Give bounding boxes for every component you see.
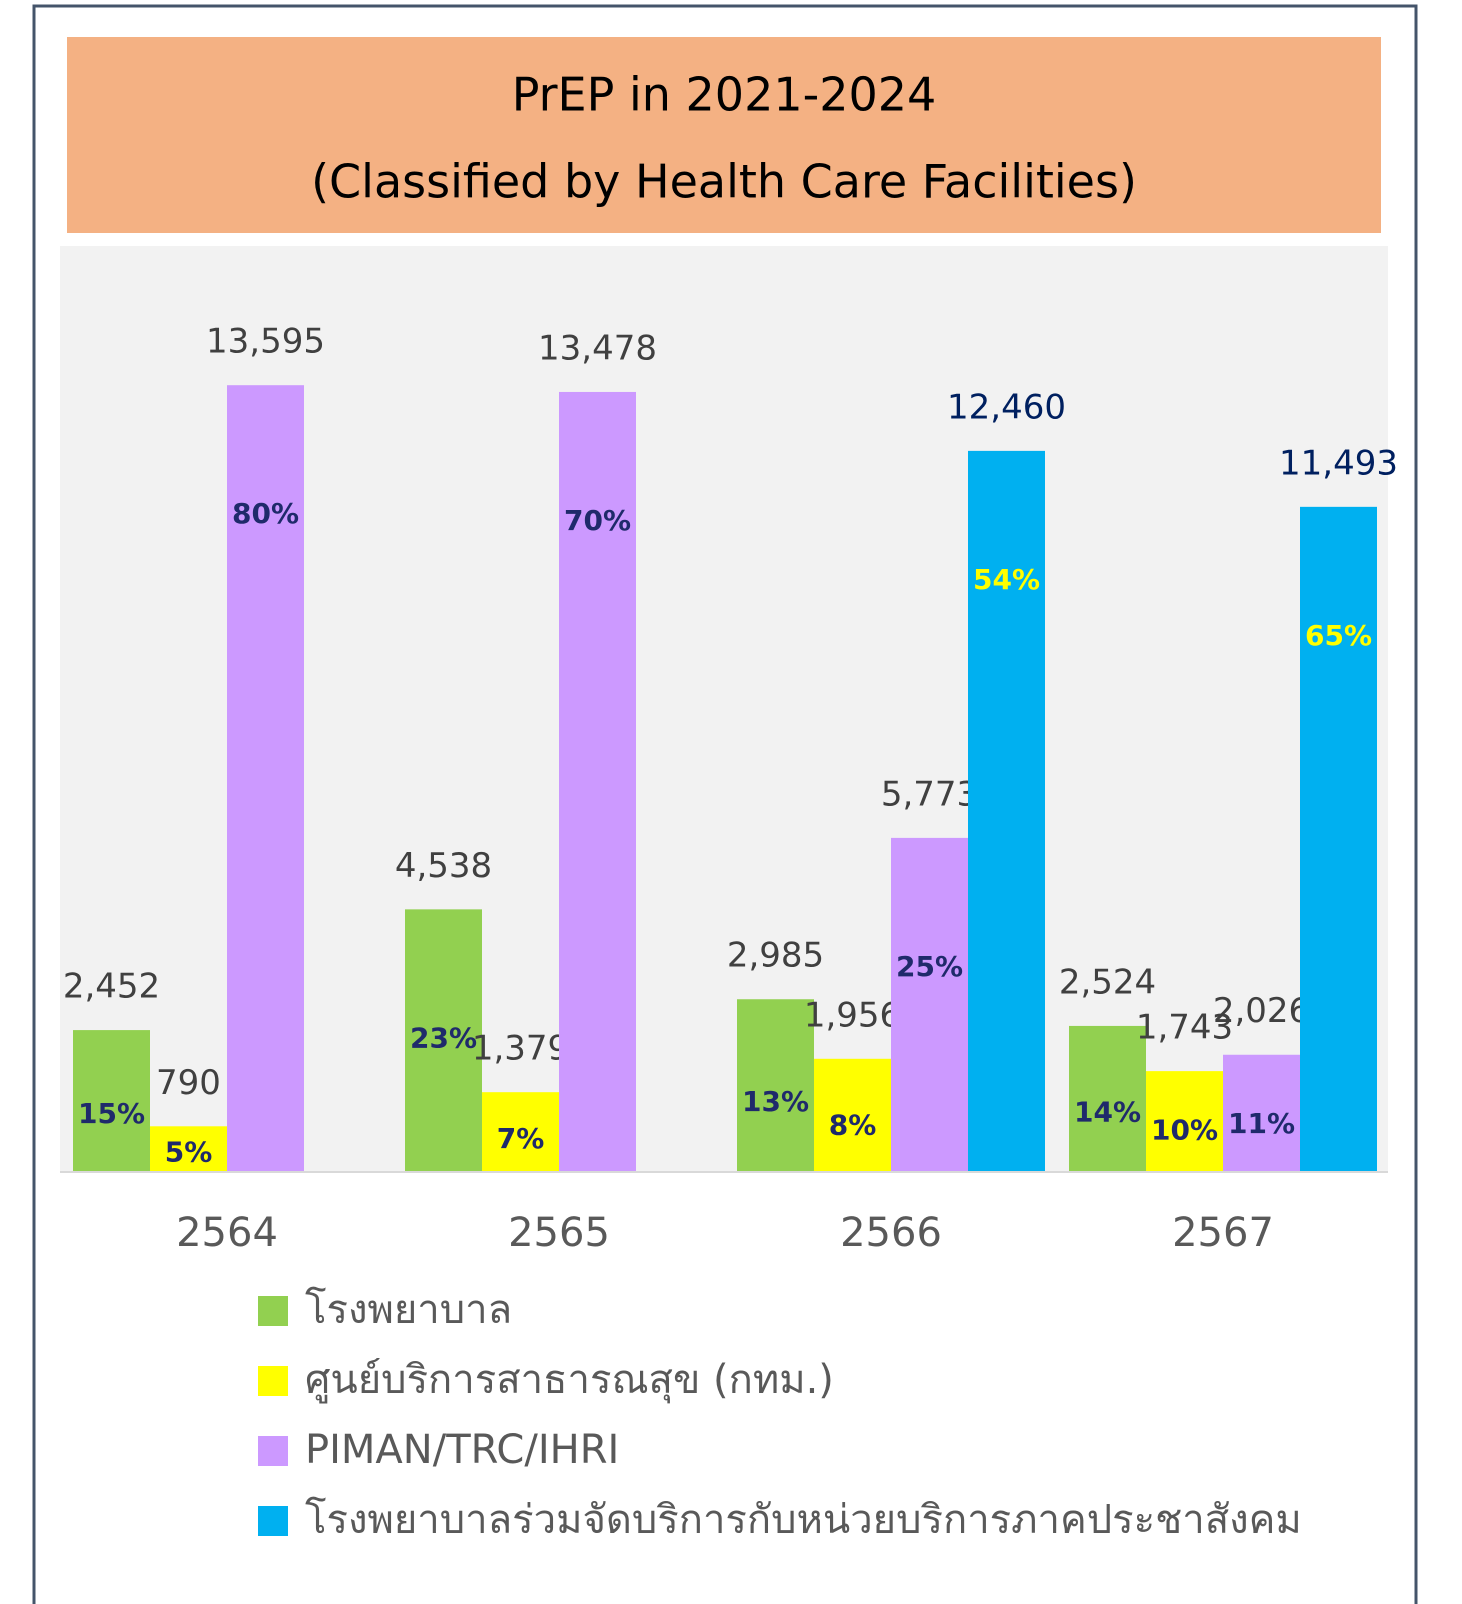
value-label: 13,595 [206, 322, 325, 362]
share-label: 80% [232, 497, 299, 530]
x-tick-label: 2567 [1172, 1210, 1274, 1256]
bar [1069, 1025, 1146, 1172]
value-label: 2,452 [63, 967, 160, 1007]
bar [150, 1126, 227, 1172]
share-label: 13% [742, 1085, 809, 1118]
x-tick-label: 2565 [508, 1210, 610, 1256]
share-label: 54% [973, 563, 1040, 596]
value-label: 1,379 [472, 1029, 569, 1069]
share-label: 5% [165, 1136, 213, 1169]
value-label: 2,026 [1213, 991, 1310, 1031]
value-label: 2,985 [727, 936, 824, 976]
share-label: 15% [78, 1097, 145, 1130]
bar [1300, 506, 1377, 1172]
legend-swatch [258, 1436, 288, 1466]
value-label: 2,524 [1059, 962, 1156, 1002]
title-box [67, 37, 1381, 233]
legend-swatch [258, 1296, 288, 1326]
share-label: 70% [564, 504, 631, 537]
legend-swatch [258, 1366, 288, 1396]
legend-label: ศูนย์บริการสาธารณสุข (กทม.) [305, 1357, 834, 1404]
share-label: 11% [1228, 1107, 1295, 1140]
bar [73, 1030, 150, 1172]
bar [737, 999, 814, 1172]
bar [814, 1058, 891, 1172]
bar [1146, 1071, 1223, 1172]
value-label: 4,538 [395, 846, 492, 886]
chart-title: PrEP in 2021-2024 [512, 68, 937, 122]
legend-label: โรงพยาบาลร่วมจัดบริการกับหน่วยบริการภาคป… [305, 1497, 1302, 1543]
value-label: 790 [156, 1063, 221, 1103]
value-label: 12,460 [947, 387, 1066, 427]
legend-label: PIMAN/TRC/IHRI [305, 1427, 619, 1473]
value-label: 1,956 [804, 995, 901, 1035]
x-tick-label: 2564 [176, 1210, 278, 1256]
bar [891, 837, 968, 1172]
chart-subtitle: (Classified by Health Care Facilities) [311, 155, 1137, 209]
value-label: 13,478 [538, 328, 657, 368]
bar [559, 391, 636, 1172]
share-label: 23% [410, 1021, 477, 1054]
bar [1223, 1054, 1300, 1172]
share-label: 7% [497, 1122, 545, 1155]
legend-swatch [258, 1506, 288, 1536]
bar [405, 909, 482, 1172]
value-label: 1,743 [1136, 1008, 1233, 1048]
legend-label: โรงพยาบาล [305, 1287, 512, 1333]
value-label: 5,773 [881, 774, 978, 814]
share-label: 65% [1305, 619, 1372, 652]
share-label: 10% [1151, 1114, 1218, 1147]
share-label: 8% [829, 1109, 877, 1142]
bar [968, 450, 1045, 1172]
bar [482, 1092, 559, 1172]
bar [227, 385, 304, 1173]
value-label: 11,493 [1279, 443, 1398, 483]
x-tick-label: 2566 [840, 1210, 942, 1256]
share-label: 25% [896, 950, 963, 983]
share-label: 14% [1074, 1096, 1141, 1129]
